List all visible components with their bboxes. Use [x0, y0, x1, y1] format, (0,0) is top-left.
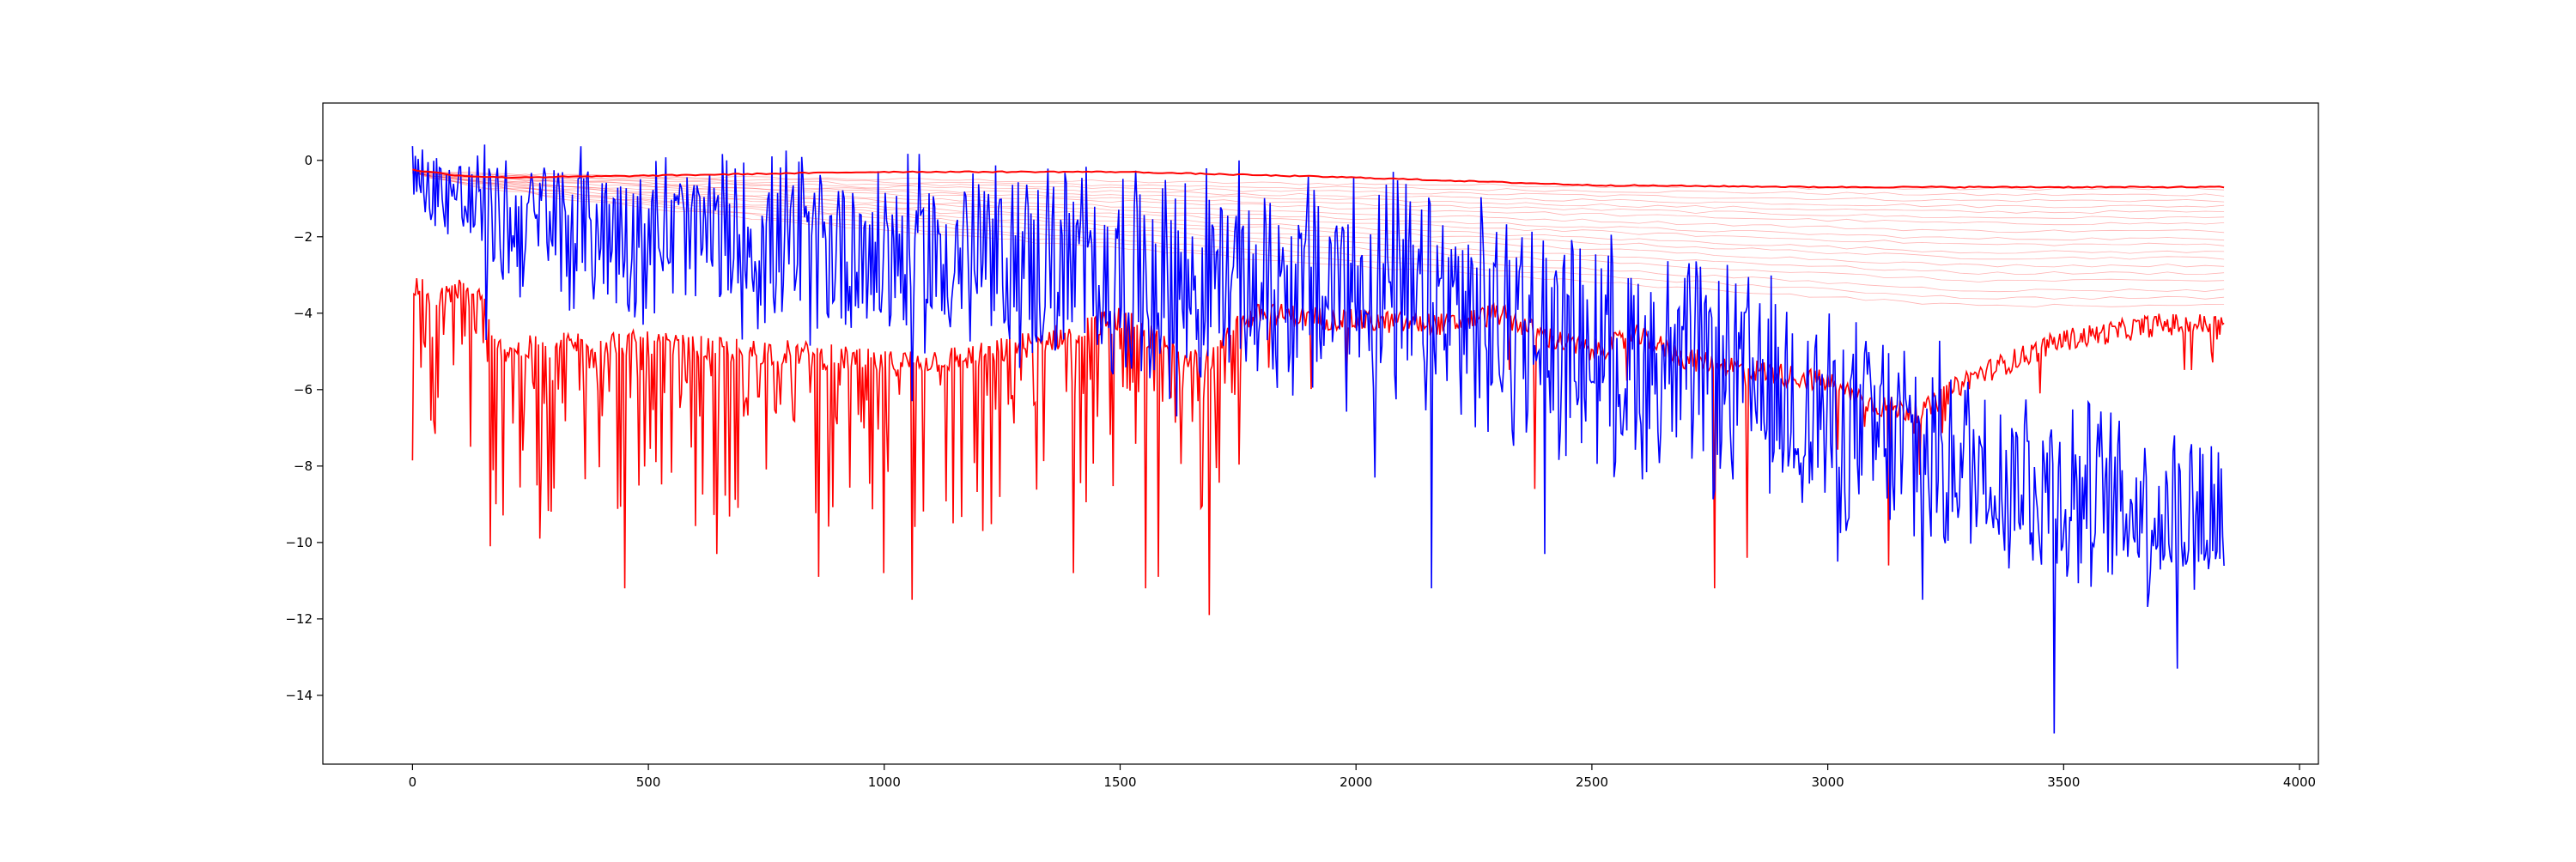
y-axis: 0 −2 −4 −6 −8 −10 −12 −14	[285, 153, 323, 703]
x-tick-label: 4000	[2283, 774, 2316, 790]
x-tick-label: 3500	[2047, 774, 2080, 790]
y-tick-label: −8	[294, 458, 313, 474]
x-tick-label: 0	[409, 774, 417, 790]
red-smooth-layer	[412, 168, 2225, 189]
y-tick-label: −14	[285, 688, 313, 703]
plot-frame	[322, 102, 2319, 765]
faint-series-line	[412, 171, 2225, 197]
red-smooth-series-line	[412, 168, 2225, 189]
y-tick-label: −6	[294, 382, 313, 398]
x-tick-label: 500	[636, 774, 661, 790]
x-tick-label: 3000	[1812, 774, 1844, 790]
y-tick-label: −12	[285, 611, 313, 627]
x-tick-label: 1500	[1103, 774, 1136, 790]
y-tick-label: −4	[294, 306, 313, 321]
x-tick-label: 2000	[1340, 774, 1372, 790]
red-noisy-layer	[411, 278, 2225, 616]
faint-series-line	[412, 173, 2225, 214]
x-tick-label: 1000	[868, 774, 901, 790]
y-tick-label: −10	[285, 535, 313, 550]
blue-series-line	[411, 144, 2225, 734]
faint-series-line	[412, 171, 2225, 191]
y-tick-label: 0	[304, 153, 313, 168]
blue-noisy-layer	[411, 144, 2225, 734]
faint-series-line	[412, 170, 2225, 209]
red-noisy-series-line	[411, 278, 2225, 616]
x-axis: 0 500 1000 1500 2000 2500 3000 3500 4000	[409, 764, 2316, 790]
y-tick-label: −2	[294, 229, 313, 245]
faint-series-line	[412, 173, 2225, 203]
x-tick-label: 2500	[1576, 774, 1608, 790]
